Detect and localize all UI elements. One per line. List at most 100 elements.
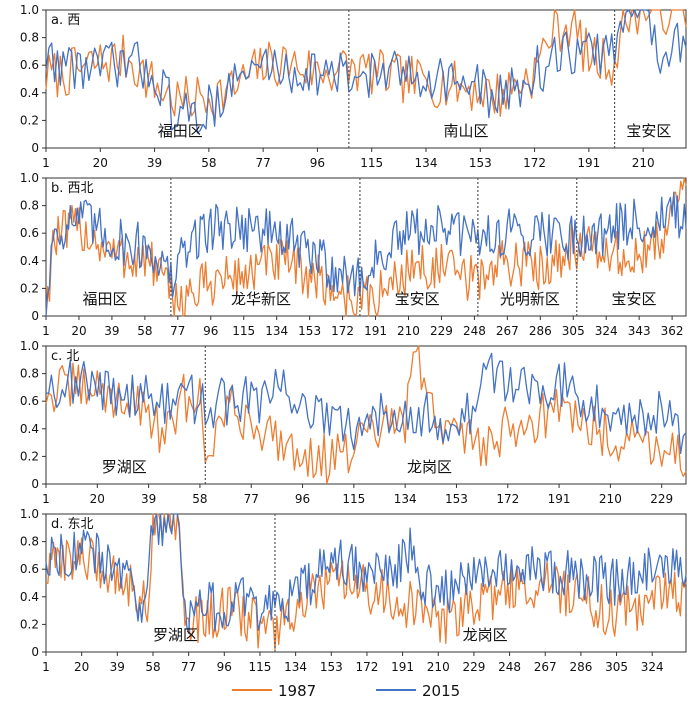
panel-title: b. 西北: [51, 181, 94, 196]
series-line-2015: [45, 352, 687, 455]
x-tick-label: 58: [137, 324, 152, 338]
district-label: 罗湖区: [102, 458, 147, 476]
x-tick-label: 96: [217, 660, 232, 674]
x-tick-label: 324: [641, 660, 664, 674]
x-tick-label: 115: [249, 660, 272, 674]
plot-frame: [45, 345, 687, 485]
x-tick-label: 58: [145, 660, 160, 674]
series-line-2015: [45, 9, 687, 134]
x-tick-label: 172: [496, 492, 519, 506]
series-line-1987: [45, 9, 687, 120]
y-tick-label: 0.6: [20, 58, 39, 72]
x-tick-label: 267: [534, 660, 557, 674]
x-tick-label: 20: [93, 156, 108, 170]
x-tick-label: 39: [141, 492, 156, 506]
x-tick-label: 248: [463, 324, 486, 338]
district-label: 福田区: [82, 290, 127, 308]
x-tick-label: 134: [415, 156, 438, 170]
district-label: 宝安区: [611, 290, 656, 308]
x-tick-label: 1: [42, 660, 50, 674]
x-tick-label: 210: [427, 660, 450, 674]
plot-frame: [45, 177, 687, 317]
district-label: 福田区: [158, 122, 203, 140]
x-tick-label: 286: [569, 660, 592, 674]
y-tick-label: 0.2: [20, 449, 39, 463]
x-tick-label: 191: [548, 492, 571, 506]
y-tick-label: 1.0: [20, 171, 39, 185]
panel-1: 0 0.2 0.4 0.6 0.8 1.0 1 20 39 58 77 96 115 134 153 172 1…: [20, 171, 687, 338]
series-line-2015: [45, 513, 687, 634]
x-tick-label: 39: [104, 324, 119, 338]
x-tick-label: 1: [42, 156, 50, 170]
district-label: 宝安区: [395, 290, 440, 308]
y-tick-label: 1.0: [20, 3, 39, 17]
x-tick-label: 153: [320, 660, 343, 674]
x-tick-label: 267: [496, 324, 519, 338]
district-label: 龙岗区: [407, 458, 452, 476]
district-label: 南山区: [443, 122, 488, 140]
y-tick-label: 0.2: [20, 281, 39, 295]
district-label: 龙岗区: [463, 626, 508, 644]
y-tick-label: 0.6: [20, 394, 39, 408]
y-tick-label: 0.4: [20, 590, 39, 604]
y-tick-label: 0: [31, 141, 39, 155]
x-tick-label: 134: [284, 660, 307, 674]
y-tick-label: 0.4: [20, 254, 39, 268]
panel-title: a. 西: [51, 13, 80, 28]
x-tick-label: 343: [628, 324, 651, 338]
x-tick-label: 324: [595, 324, 618, 338]
x-tick-label: 77: [181, 660, 196, 674]
x-tick-label: 96: [203, 324, 218, 338]
y-tick-label: 0.8: [20, 31, 39, 45]
x-tick-label: 172: [331, 324, 354, 338]
x-tick-label: 191: [391, 660, 414, 674]
x-tick-label: 20: [90, 492, 105, 506]
x-tick-label: 39: [110, 660, 125, 674]
x-tick-label: 210: [397, 324, 420, 338]
x-tick-label: 1: [42, 492, 50, 506]
y-tick-label: 0.6: [20, 562, 39, 576]
legend: 1987 2015: [232, 682, 460, 700]
district-label: 龙华新区: [231, 290, 291, 308]
x-tick-label: 1: [42, 324, 50, 338]
x-tick-label: 191: [364, 324, 387, 338]
y-tick-label: 0.6: [20, 226, 39, 240]
y-tick-label: 0.4: [20, 422, 39, 436]
plot-frame: [45, 9, 687, 149]
x-tick-label: 210: [599, 492, 622, 506]
x-tick-label: 77: [170, 324, 185, 338]
y-tick-label: 0.2: [20, 113, 39, 127]
x-tick-label: 248: [498, 660, 521, 674]
legend-label-2015: 2015: [422, 682, 460, 700]
x-tick-label: 153: [469, 156, 492, 170]
x-tick-label: 134: [394, 492, 417, 506]
x-tick-label: 210: [632, 156, 655, 170]
x-tick-label: 115: [232, 324, 255, 338]
x-tick-label: 229: [430, 324, 453, 338]
district-label: 宝安区: [626, 122, 671, 140]
x-tick-label: 77: [244, 492, 259, 506]
x-tick-label: 191: [577, 156, 600, 170]
y-tick-label: 1.0: [20, 507, 39, 521]
x-tick-label: 58: [201, 156, 216, 170]
x-tick-label: 77: [256, 156, 271, 170]
legend-label-1987: 1987: [278, 682, 316, 700]
x-tick-label: 20: [71, 324, 86, 338]
x-tick-label: 286: [529, 324, 552, 338]
series-line-1987: [45, 513, 687, 651]
y-tick-label: 0.4: [20, 86, 39, 100]
x-tick-label: 39: [147, 156, 162, 170]
panel-2: 0 0.2 0.4 0.6 0.8 1.0 1 20 39 58 77 96 115 134 153 172 1…: [20, 339, 687, 506]
x-tick-label: 58: [192, 492, 207, 506]
y-tick-label: 0: [31, 477, 39, 491]
x-tick-label: 229: [462, 660, 485, 674]
panel-0: 0 0.2 0.4 0.6 0.8 1.0 1 20 39 58 77 96 115 134 153 172 1…: [20, 3, 687, 170]
x-tick-label: 362: [661, 324, 684, 338]
series-line-1987: [45, 345, 687, 485]
y-tick-label: 0.8: [20, 535, 39, 549]
y-tick-label: 0.8: [20, 199, 39, 213]
x-tick-label: 305: [605, 660, 628, 674]
panel-title: c. 北: [51, 349, 79, 364]
x-tick-label: 153: [298, 324, 321, 338]
